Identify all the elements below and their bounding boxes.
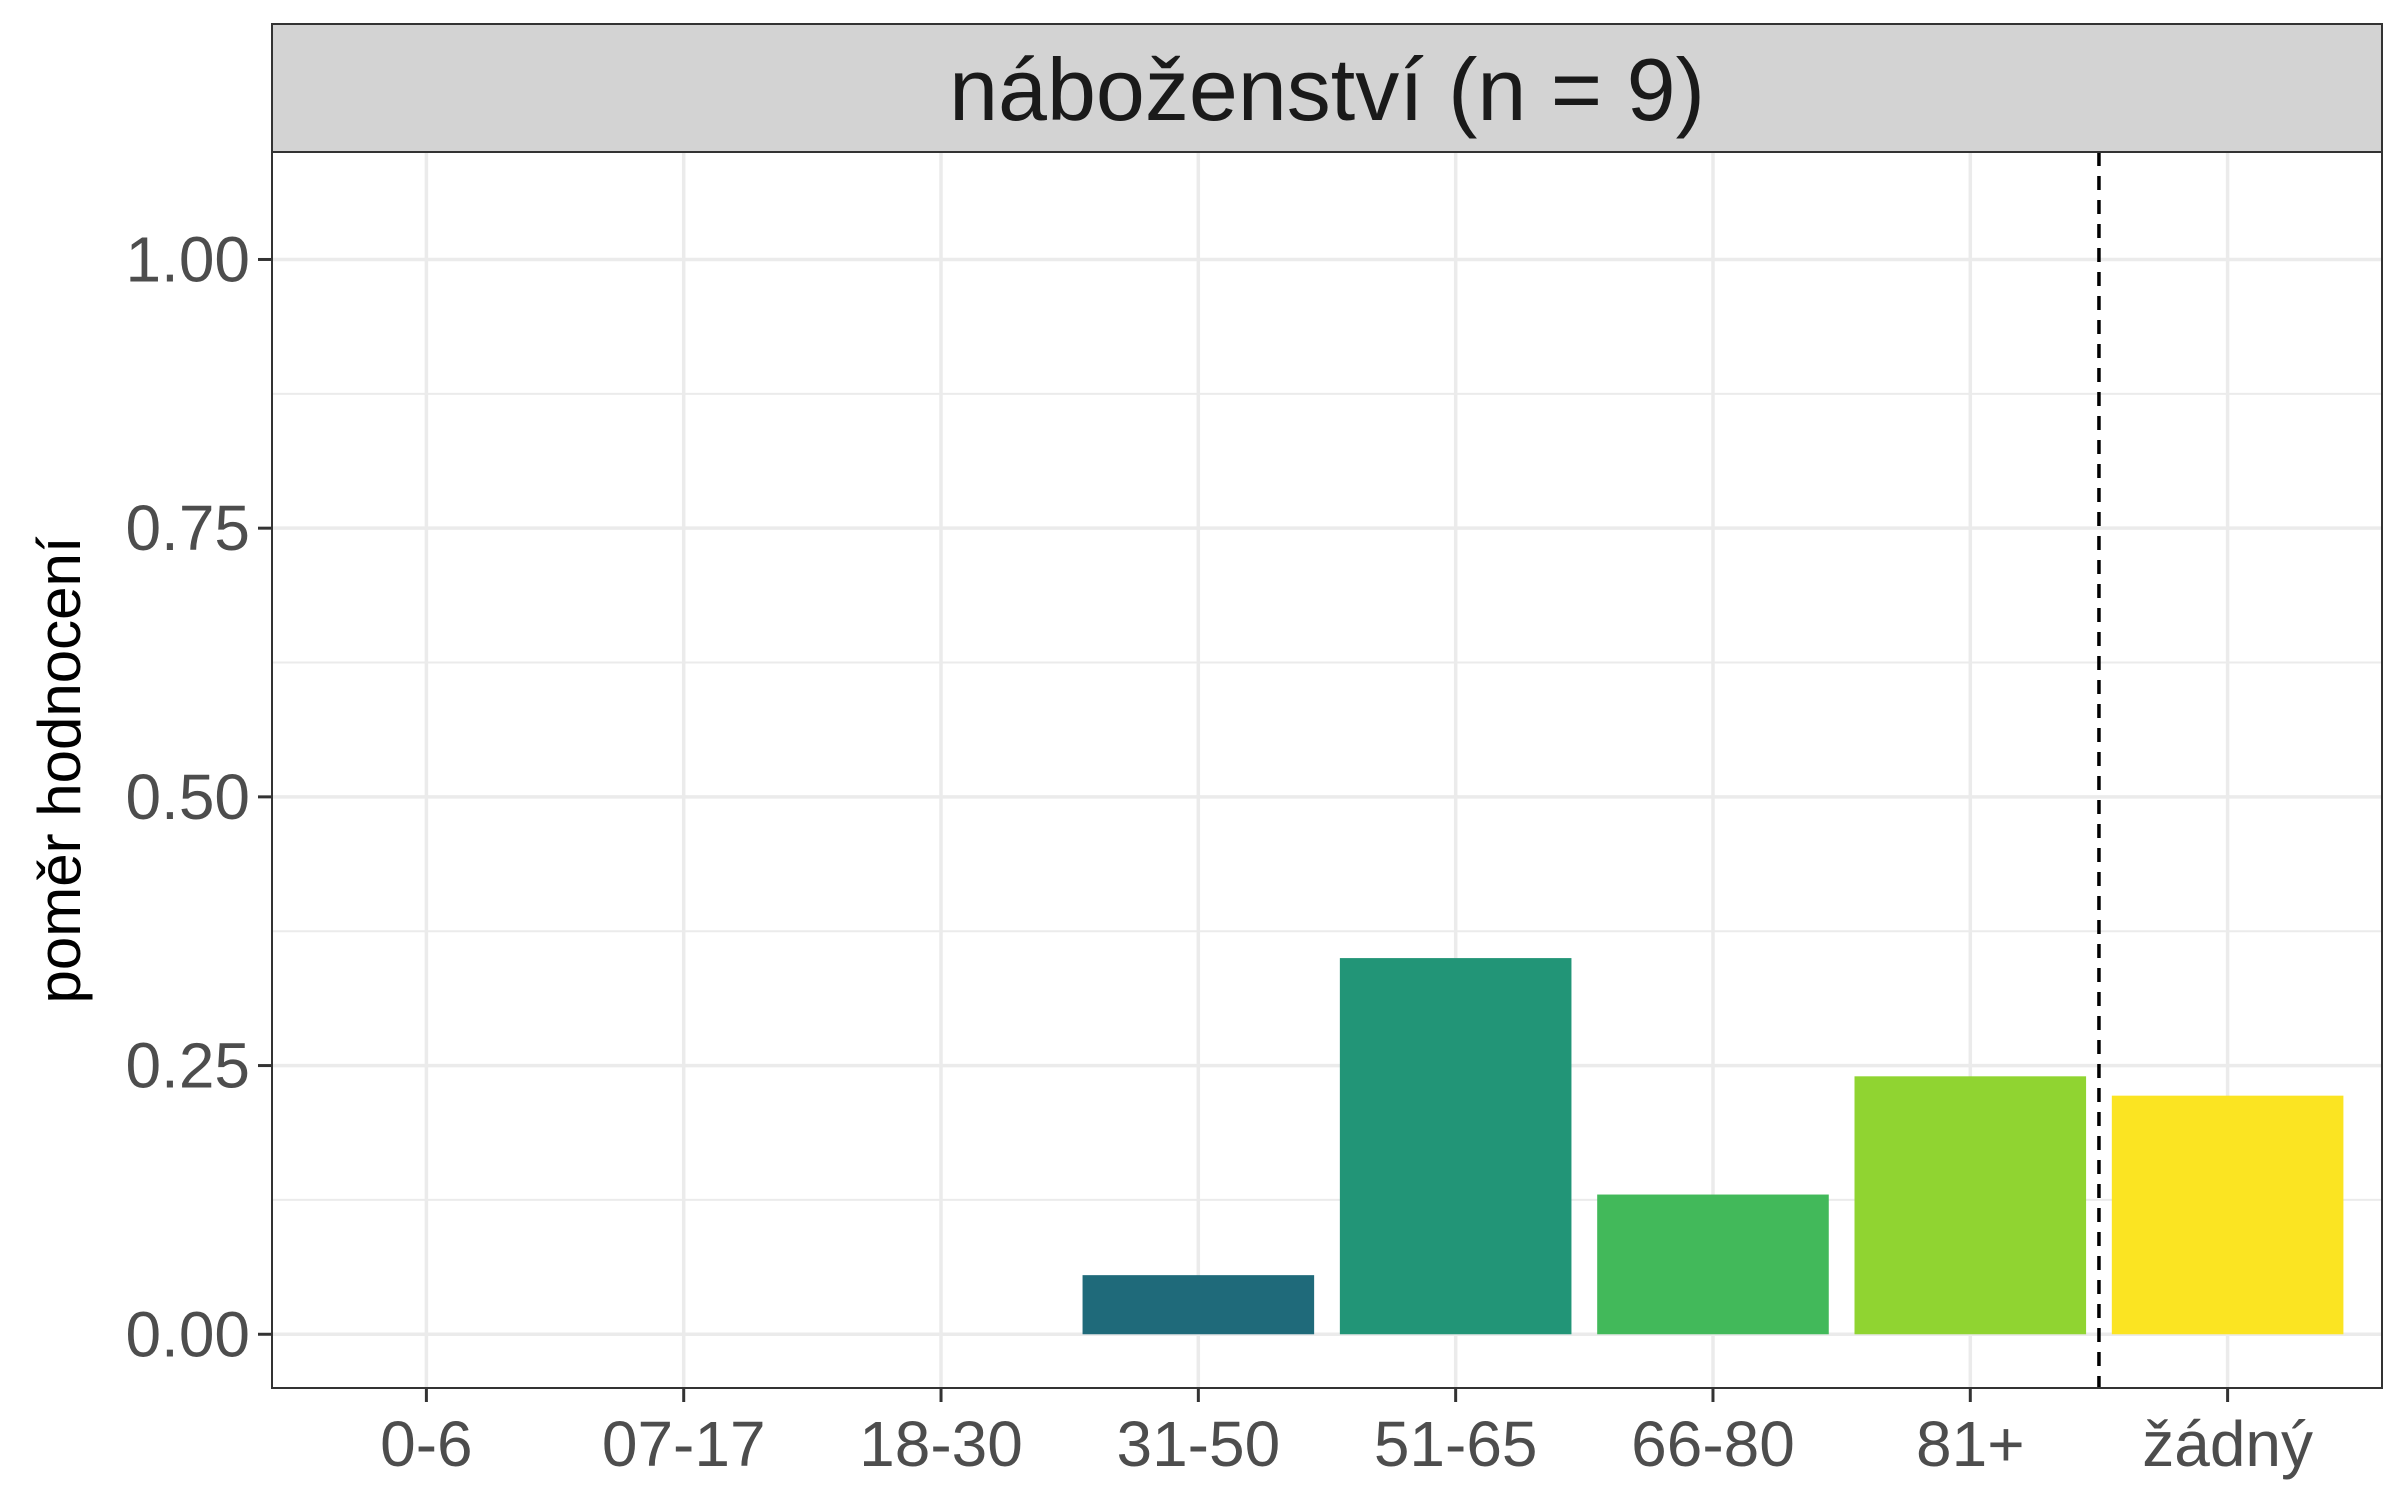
x-tick-label: 07-17 (602, 1408, 766, 1480)
y-axis: 0.00 0.25 0.50 0.75 1.00 (125, 223, 272, 1370)
y-axis-title: poměr hodnocení (26, 536, 93, 1003)
facet-strip (271, 23, 2383, 153)
y-tick-label: 0.75 (125, 492, 250, 564)
x-tick-label: 66-80 (1631, 1408, 1795, 1480)
bar-66-80 (1597, 1194, 1829, 1335)
y-tick-label: 0.50 (125, 761, 250, 833)
bar-žádný (2111, 1095, 2344, 1335)
grid-lines (272, 152, 2382, 1388)
y-tick-label: 0.00 (125, 1298, 250, 1370)
x-tick-label: 51-65 (1374, 1408, 1538, 1480)
bar-81+ (1854, 1076, 2087, 1335)
bar-51-65 (1339, 958, 1572, 1335)
x-tick-label: 18-30 (859, 1408, 1023, 1480)
x-tick-label: 81+ (1916, 1408, 2025, 1480)
x-tick-label: 31-50 (1116, 1408, 1280, 1480)
y-tick-label: 1.00 (125, 223, 250, 295)
y-tick-label: 0.25 (125, 1030, 250, 1102)
x-axis: 0-6 07-17 18-30 31-50 51-65 66-80 81+ žádný (380, 1388, 2313, 1480)
bar-31-50 (1082, 1275, 1315, 1335)
plot-border (271, 151, 2383, 1389)
x-tick-label: žádný (2142, 1408, 2313, 1480)
facet-title: náboženství (n = 9) (949, 40, 1705, 139)
bars (1082, 958, 2344, 1335)
x-tick-label: 0-6 (380, 1408, 473, 1480)
